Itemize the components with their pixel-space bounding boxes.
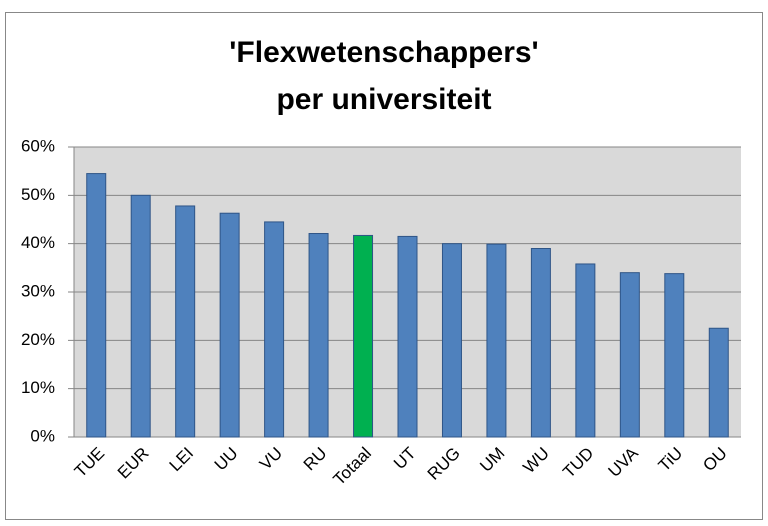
bar bbox=[397, 235, 418, 438]
bar bbox=[308, 233, 329, 438]
y-tick-label: 30% bbox=[21, 281, 55, 300]
chart-title: per universiteit bbox=[276, 83, 491, 116]
bar bbox=[86, 173, 107, 438]
y-tick-label: 20% bbox=[21, 330, 55, 349]
bar bbox=[708, 327, 729, 438]
bar bbox=[664, 273, 685, 438]
bar bbox=[175, 205, 196, 438]
bar bbox=[530, 248, 551, 438]
bar bbox=[575, 263, 596, 438]
y-tick-label: 0% bbox=[30, 426, 55, 445]
y-tick-label: 10% bbox=[21, 378, 55, 397]
y-tick-label: 50% bbox=[21, 185, 55, 204]
bar bbox=[486, 243, 507, 438]
y-tick-label: 60% bbox=[21, 136, 55, 155]
y-tick-label: 40% bbox=[21, 233, 55, 252]
bar bbox=[441, 243, 462, 438]
bar bbox=[219, 212, 240, 438]
bar bbox=[264, 221, 285, 438]
chart-title: 'Flexwetenschappers' bbox=[229, 36, 538, 69]
bar bbox=[130, 194, 151, 438]
bar bbox=[353, 234, 374, 438]
bar bbox=[619, 272, 640, 438]
